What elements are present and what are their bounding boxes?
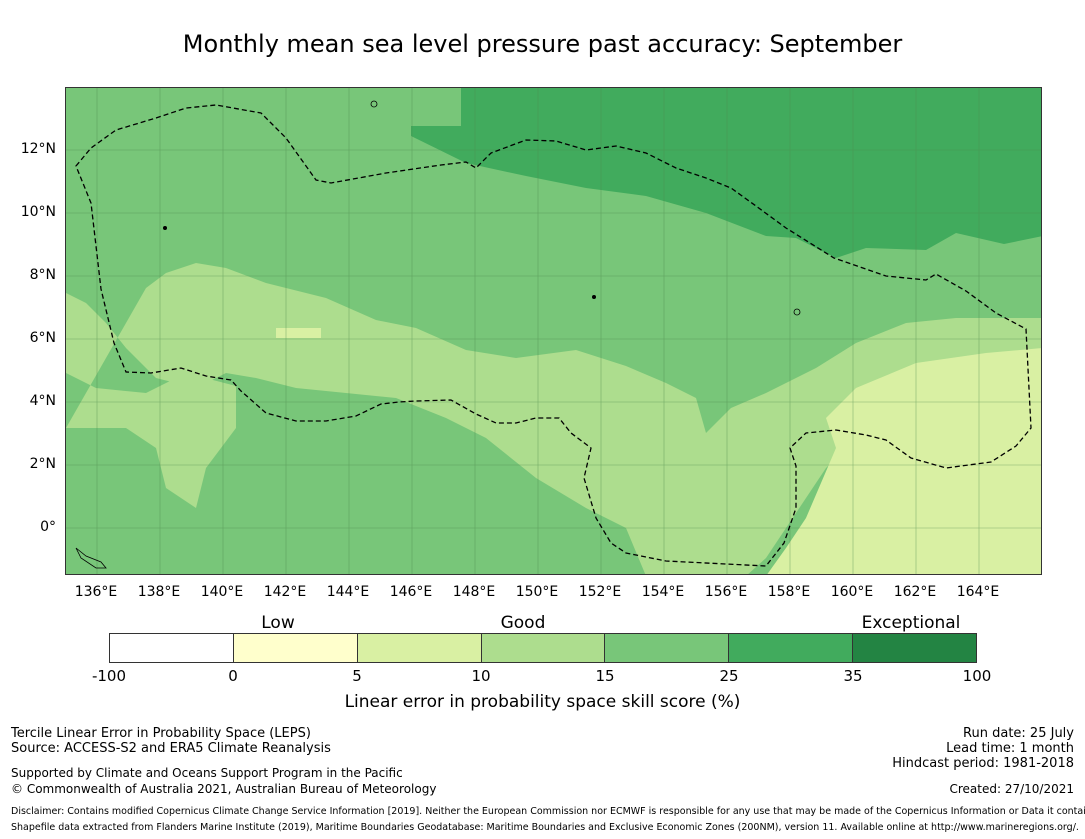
lon-label: 154°E — [641, 584, 685, 600]
island-outline — [75, 547, 107, 569]
lon-label: 162°E — [893, 584, 937, 600]
lon-label: 152°E — [578, 584, 622, 600]
legend-category-exceptional: Exceptional — [861, 613, 961, 633]
lon-label: 144°E — [326, 584, 370, 600]
colorbar-segment — [110, 634, 234, 662]
disclaimer-text: Disclaimer: Contains modified Copernicus… — [11, 806, 1085, 817]
colorbar-segment — [853, 634, 977, 662]
colorbar-segment — [357, 634, 482, 662]
colorbar-tick: 5 — [352, 667, 362, 685]
colorbar-segment — [605, 634, 730, 662]
colorbar-segment — [481, 634, 606, 662]
colorbar — [109, 633, 977, 663]
method-text: Tercile Linear Error in Probability Spac… — [11, 726, 311, 741]
colorbar-segment — [233, 634, 358, 662]
lat-label: 10°N — [20, 204, 56, 220]
lon-label: 156°E — [704, 584, 748, 600]
region-good — [66, 263, 1041, 574]
colorbar-tick: 10 — [471, 667, 491, 685]
shapefile-credit: Shapefile data extracted from Flanders M… — [11, 822, 1079, 833]
colorbar-label: Linear error in probability space skill … — [344, 692, 741, 712]
skill-map-canvas — [66, 88, 1041, 574]
map-title: Monthly mean sea level pressure past acc… — [182, 30, 903, 58]
legend-category-low: Low — [261, 613, 295, 633]
colorbar-tick: 35 — [843, 667, 863, 685]
eez-boundary — [75, 104, 1032, 567]
lon-label: 160°E — [830, 584, 874, 600]
island-outline — [592, 295, 596, 299]
island-outline — [370, 100, 378, 108]
region-very-good — [411, 88, 1041, 258]
source-text: Source: ACCESS-S2 and ERA5 Climate Reana… — [11, 741, 331, 756]
lon-label: 138°E — [137, 584, 181, 600]
lat-label: 12°N — [20, 141, 56, 157]
copyright-text: © Commonwealth of Australia 2021, Austra… — [11, 782, 437, 796]
island-outline — [793, 308, 801, 316]
region-low — [767, 348, 1041, 574]
lat-label: 4°N — [29, 393, 56, 409]
colorbar-tick: 100 — [962, 667, 992, 685]
hindcast-period: Hindcast period: 1981-2018 — [892, 756, 1074, 771]
colorbar-tick: 0 — [228, 667, 238, 685]
lon-label: 164°E — [956, 584, 1000, 600]
graticule — [66, 88, 1041, 574]
lon-label: 150°E — [515, 584, 559, 600]
lon-label: 136°E — [74, 584, 118, 600]
island-outline — [163, 226, 167, 230]
colorbar-tick: 25 — [719, 667, 739, 685]
lon-label: 142°E — [263, 584, 307, 600]
lon-label: 146°E — [389, 584, 433, 600]
lead-time: Lead time: 1 month — [946, 741, 1074, 756]
lon-label: 158°E — [767, 584, 811, 600]
support-text: Supported by Climate and Oceans Support … — [11, 766, 403, 780]
region-low-patch — [276, 328, 321, 338]
lat-label: 8°N — [29, 267, 56, 283]
lon-label: 148°E — [452, 584, 496, 600]
colorbar-segment — [729, 634, 854, 662]
colorbar-tick: 15 — [595, 667, 615, 685]
lon-label: 140°E — [200, 584, 244, 600]
created-date: Created: 27/10/2021 — [949, 782, 1074, 796]
skill-map — [65, 87, 1042, 575]
legend-category-good: Good — [500, 613, 546, 633]
lat-label: 2°N — [29, 456, 56, 472]
lat-label: 0° — [40, 519, 56, 535]
colorbar-tick: -100 — [91, 667, 127, 685]
run-date: Run date: 25 July — [963, 726, 1074, 741]
lat-label: 6°N — [29, 330, 56, 346]
